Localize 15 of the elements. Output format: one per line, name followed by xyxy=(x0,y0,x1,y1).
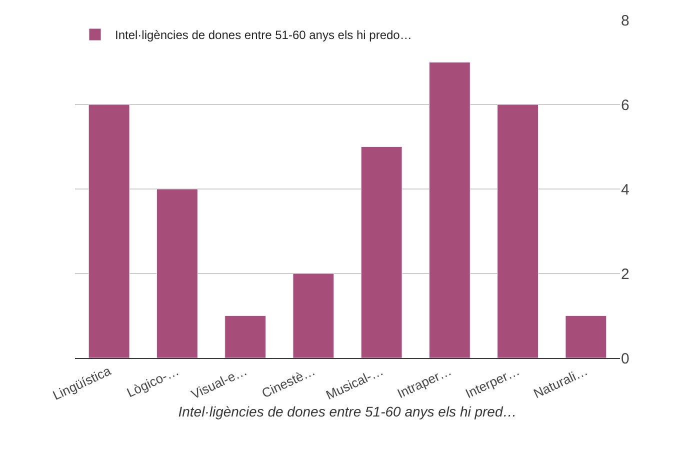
x-axis-title: Intel·ligències de dones entre 51-60 anys els hi pred… xyxy=(178,403,517,420)
bar xyxy=(292,273,334,358)
bar xyxy=(429,62,470,358)
y-tick-label: 8 xyxy=(621,12,630,30)
y-tick-label: 6 xyxy=(621,96,630,114)
bar xyxy=(88,104,130,358)
y-tick-label: 4 xyxy=(621,181,630,198)
y-tick-label: 0 xyxy=(621,350,630,368)
y-tick-label: 2 xyxy=(621,266,630,283)
bar xyxy=(360,146,402,358)
bar xyxy=(224,316,266,358)
bar xyxy=(156,188,198,358)
bar xyxy=(497,104,538,358)
bar xyxy=(565,316,607,358)
legend-label: Intel·ligències de dones entre 51-60 anys els hi predo… xyxy=(115,28,412,42)
